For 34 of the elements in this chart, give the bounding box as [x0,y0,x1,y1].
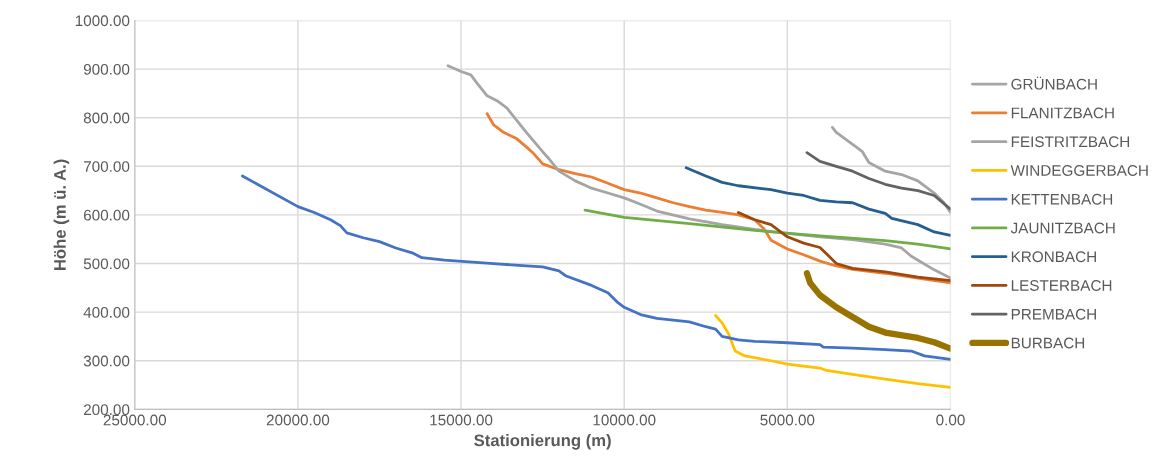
x-tick-label: 15000.00 [430,414,493,426]
legend-label: GRÜNBACH [1011,76,1097,90]
x-tick-label: 20000.00 [266,414,330,426]
legend-label: KRONBACH [1011,251,1096,263]
y-axis-title: Höhe (m ü. A.) [53,159,70,270]
x-tick-label: 5000.00 [760,414,815,426]
legend-label: FLANITZBACH [1011,107,1114,119]
y-tick-label: 700.00 [83,161,130,172]
line-series [714,314,951,389]
y-tick-label: 400.00 [83,307,130,318]
line-series [737,211,951,282]
x-tick-label: 10000.00 [593,414,656,426]
legend-label: WINDEGGERBACH [1010,165,1148,176]
legend-label: BURBACH [1011,337,1085,349]
y-tick-label: 900.00 [83,63,130,75]
x-axis-title: Stationierung (m) [474,434,611,450]
y-tick-label: 200.00 [83,404,130,416]
legend-label: FEISTRITZBACH [1011,136,1130,148]
legend-label: LESTERBACH [1011,280,1112,291]
y-tick-label: 300.00 [83,355,130,367]
line-series [830,126,951,214]
y-tick-label: 1000.00 [75,15,130,27]
line-series [684,166,951,237]
line-series [583,208,951,251]
y-tick-label: 800.00 [83,112,130,124]
legend-label: KETTENBACH [1011,193,1113,205]
line-series [241,174,951,361]
y-tick-label: 500.00 [83,258,130,270]
line-series [805,151,951,211]
x-tick-label: 25000.00 [103,414,167,426]
legend-label: JAUNITZBACH [1010,222,1115,234]
legend-label: PREMBACH [1011,308,1096,320]
x-tick-label: 0.00 [936,414,965,426]
y-tick-label: 600.00 [83,209,130,221]
